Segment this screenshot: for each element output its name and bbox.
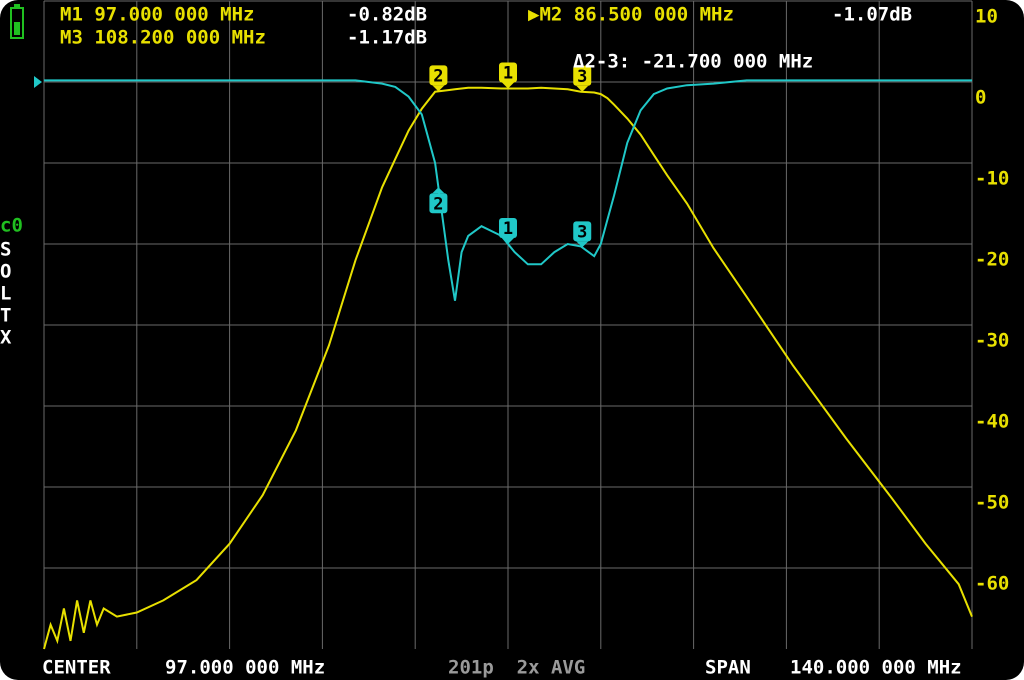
- cal-flag: X: [0, 327, 12, 349]
- y-tick-label: -50: [975, 492, 1009, 514]
- marker-label: 3: [577, 222, 587, 242]
- trace-line: [44, 79, 972, 301]
- trace-marker: 2: [429, 187, 448, 214]
- footer-status: 201p 2x AVG: [448, 657, 585, 679]
- marker-pointer: [502, 82, 514, 89]
- y-tick-label: -30: [975, 330, 1009, 352]
- readout-label: ▶M2 86.500 000 MHz: [528, 4, 734, 26]
- footer-span-value: 140.000 000 MHz: [790, 657, 962, 679]
- trace-marker: 3: [573, 221, 592, 248]
- marker-box: [499, 218, 517, 238]
- footer-span-label: SPAN: [705, 657, 751, 679]
- cal-flag: S: [0, 239, 11, 261]
- marker-box: [499, 62, 517, 83]
- footer-center-value: 97.000 000 MHz: [165, 657, 325, 679]
- y-tick-label: 0: [975, 87, 986, 109]
- battery-icon: [10, 4, 24, 39]
- marker-label: 1: [503, 63, 513, 83]
- trace-marker: 3: [573, 65, 592, 92]
- reference-pointer: [34, 76, 42, 88]
- marker-label: 3: [577, 67, 587, 87]
- trace-marker: 2: [429, 65, 448, 92]
- marker-label: 2: [433, 194, 443, 214]
- readout-label: M3 108.200 000 MHz: [60, 27, 266, 49]
- cal-flag: L: [0, 283, 11, 305]
- y-tick-label: 10: [975, 6, 998, 28]
- y-tick-label: -60: [975, 573, 1009, 595]
- marker-box: [429, 193, 448, 214]
- marker-pointer: [432, 85, 445, 92]
- cal-flag: T: [0, 305, 11, 327]
- readout-value: -0.82dB: [347, 4, 427, 26]
- marker-pointer: [576, 85, 589, 92]
- marker-pointer: [576, 241, 589, 248]
- channel-label: c0: [0, 215, 23, 237]
- marker-box: [573, 221, 592, 242]
- y-tick-label: -40: [975, 411, 1009, 433]
- readout-value: -1.17dB: [347, 27, 427, 49]
- trace-marker: 1: [499, 62, 517, 89]
- trace-marker: 1: [499, 218, 517, 244]
- marker-pointer: [502, 238, 514, 244]
- readout-label: M1 97.000 000 MHz: [60, 4, 254, 26]
- marker-box: [429, 65, 448, 86]
- y-tick-label: -20: [975, 249, 1009, 271]
- marker-pointer: [432, 187, 445, 194]
- marker-box: [573, 65, 592, 86]
- trace-line: [43, 86, 973, 650]
- readout-value: -1.07dB: [832, 4, 912, 26]
- marker-label: 2: [433, 66, 443, 86]
- footer-center-label: CENTER: [42, 657, 111, 679]
- delta-readout: Δ2-3: -21.700 000 MHz: [573, 51, 813, 73]
- cal-flag: O: [0, 261, 11, 283]
- y-tick-label: -10: [975, 168, 1009, 190]
- marker-label: 1: [503, 219, 513, 239]
